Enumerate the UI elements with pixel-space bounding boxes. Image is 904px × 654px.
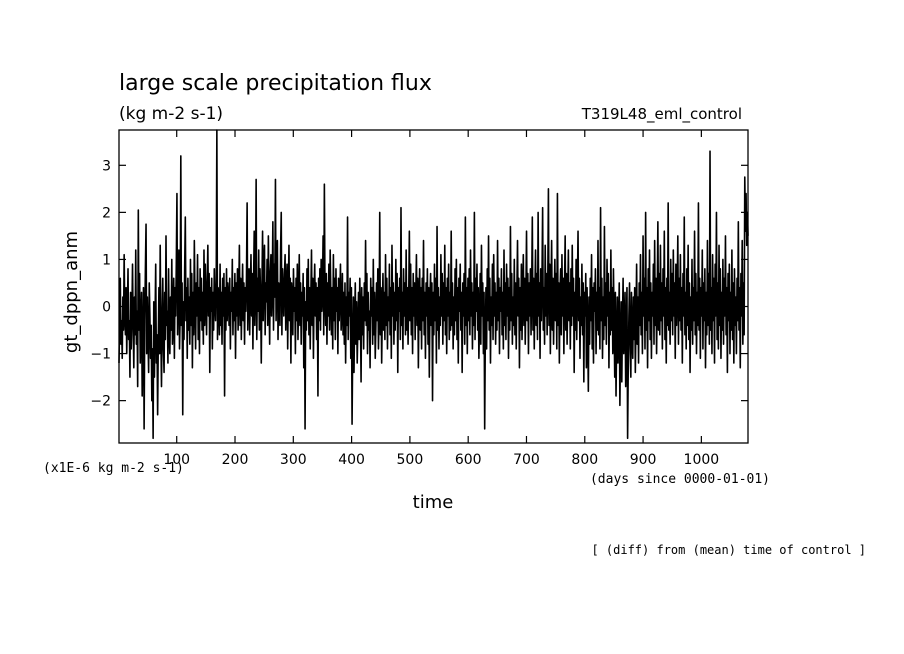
x-tick-label: 200 — [222, 452, 249, 468]
x-axis-ticks: 100 200 300 400 500 600 700 800 900 1000 — [163, 130, 719, 468]
y-axis-label: gt_dppn_anm — [61, 231, 82, 353]
chart-subtitle: (kg m-2 s-1) — [119, 104, 223, 124]
x-tick-label: 300 — [280, 452, 307, 468]
x-tick-label: 500 — [397, 452, 424, 468]
y-tick-label: 1 — [102, 252, 111, 268]
x-axis-label: time — [413, 492, 454, 513]
y-scale-note: (x1E-6 kg m-2 s-1) — [43, 461, 184, 476]
x-units-label: (days since 0000-01-01) — [590, 472, 770, 487]
plot-area: −2 −1 0 1 2 3 100 200 300 400 500 600 700 800 900 1000 — [90, 129, 749, 468]
y-tick-label: 3 — [102, 158, 111, 174]
run-label: T319L48_eml_control — [581, 105, 742, 124]
footnote: [ (diff) from (mean) time of control ] — [591, 543, 866, 557]
x-tick-label: 900 — [630, 452, 657, 468]
series-line — [118, 129, 749, 440]
x-tick-label: 600 — [455, 452, 482, 468]
chart-title: large scale precipitation flux — [119, 71, 432, 96]
y-tick-label: 2 — [102, 205, 111, 221]
y-tick-label: −2 — [90, 394, 111, 410]
x-tick-label: 800 — [571, 452, 598, 468]
y-tick-label: 0 — [102, 300, 111, 316]
y-tick-label: −1 — [90, 347, 111, 363]
x-tick-label: 700 — [513, 452, 540, 468]
plot-frame — [118, 129, 749, 444]
x-tick-label: 1000 — [684, 452, 720, 468]
x-tick-label: 100 — [163, 452, 190, 468]
x-tick-label: 400 — [338, 452, 365, 468]
